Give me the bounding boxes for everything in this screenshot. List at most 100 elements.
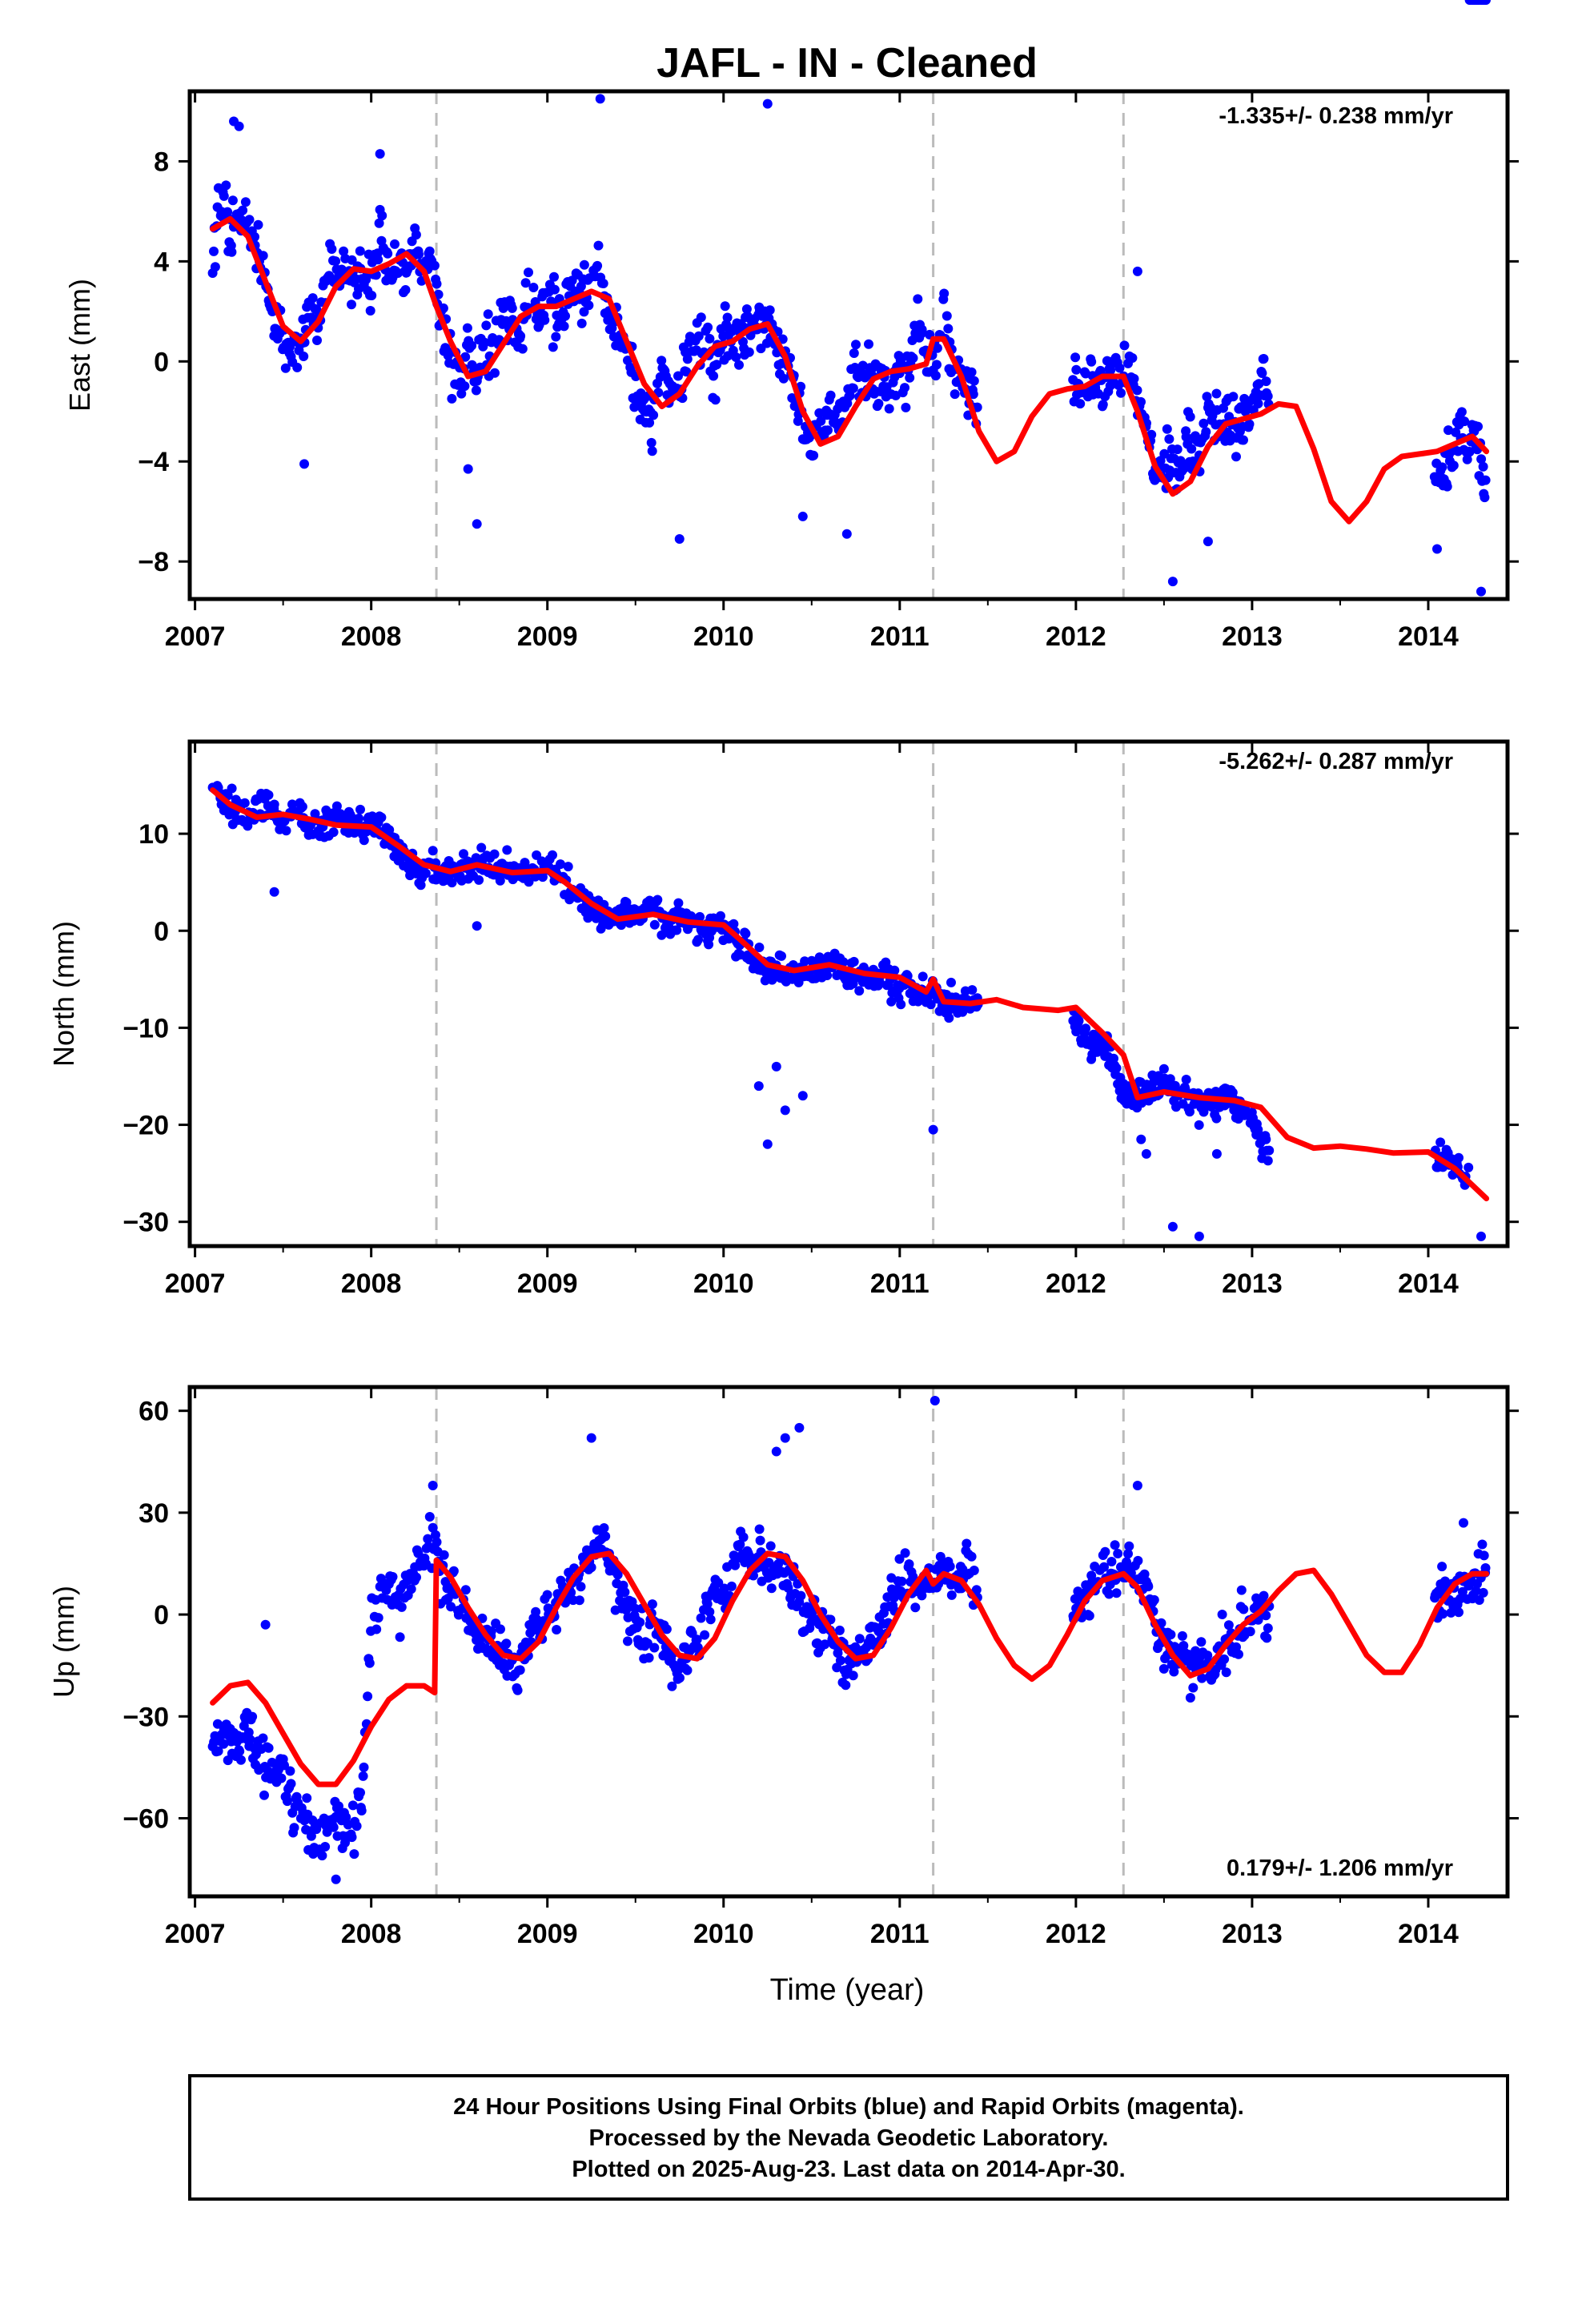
data-point	[302, 1793, 312, 1803]
data-point	[705, 1606, 715, 1617]
data-point	[667, 1681, 677, 1691]
x-tick-label: 2014	[1398, 1269, 1459, 1299]
footer-line-2: Processed by the Nevada Geodetic Laborat…	[589, 2125, 1109, 2151]
data-point	[559, 321, 569, 332]
data-points	[207, 1395, 1491, 1884]
data-point	[328, 1822, 339, 1832]
data-point	[390, 239, 400, 249]
data-point	[1223, 1620, 1234, 1630]
data-point	[1462, 454, 1472, 464]
data-point	[507, 303, 517, 313]
data-point	[236, 1755, 246, 1765]
data-point	[1259, 1590, 1269, 1601]
data-point	[384, 825, 395, 835]
data-point	[1477, 1539, 1488, 1550]
data-point	[416, 880, 426, 891]
data-point	[235, 1746, 245, 1756]
data-point	[1437, 462, 1447, 472]
y-tick-label: −4	[138, 447, 169, 477]
data-point	[387, 1572, 398, 1582]
data-point	[574, 1595, 584, 1606]
y-tick-label: 0	[154, 347, 169, 377]
data-point	[258, 251, 268, 261]
y-tick-label: −60	[122, 1803, 169, 1834]
data-point	[705, 334, 715, 344]
data-point	[331, 801, 342, 811]
y-tick-label: −20	[122, 1111, 169, 1141]
data-point	[396, 1602, 407, 1612]
x-tick-label: 2007	[165, 1919, 226, 1949]
data-point	[429, 260, 440, 271]
data-point	[586, 1562, 596, 1573]
data-point	[822, 971, 833, 980]
data-point	[592, 260, 603, 271]
data-point	[873, 399, 884, 408]
data-point	[1162, 424, 1172, 434]
data-point	[652, 895, 663, 905]
outlier-point	[841, 529, 852, 539]
data-point	[722, 312, 733, 323]
data-point	[1166, 1630, 1176, 1640]
x-tick-label: 2014	[1398, 621, 1459, 652]
outlier-point	[674, 534, 685, 545]
data-point	[258, 1733, 268, 1743]
outlier-point	[260, 1619, 271, 1630]
data-point	[735, 1539, 745, 1550]
data-point	[849, 956, 859, 967]
data-point	[682, 1665, 693, 1675]
data-point	[1098, 400, 1108, 410]
data-point	[462, 323, 472, 333]
data-point	[483, 309, 493, 320]
data-point	[946, 977, 956, 987]
data-point	[1179, 463, 1190, 473]
data-point	[1480, 493, 1490, 503]
outlier-point	[1141, 1148, 1151, 1159]
data-point	[1133, 1555, 1143, 1566]
data-point	[292, 362, 303, 372]
data-point	[841, 1680, 851, 1691]
data-point	[741, 928, 751, 939]
outlier-point	[595, 94, 605, 104]
outlier-point	[762, 99, 773, 109]
data-point	[720, 301, 730, 312]
data-point	[282, 1796, 292, 1807]
data-point	[1149, 1594, 1159, 1605]
data-point	[279, 1760, 289, 1771]
data-point	[834, 1625, 845, 1635]
data-point	[1110, 1540, 1120, 1550]
data-point	[1443, 425, 1453, 436]
data-point	[1254, 379, 1264, 389]
data-point	[598, 279, 608, 288]
data-point	[354, 814, 364, 823]
data-point	[347, 300, 356, 310]
data-point	[900, 1548, 910, 1558]
data-point	[548, 342, 558, 352]
data-point	[917, 1590, 927, 1601]
data-point	[932, 360, 942, 370]
data-point	[1070, 1594, 1080, 1604]
data-point	[377, 211, 387, 221]
data-point	[1239, 1604, 1249, 1614]
data-point	[327, 244, 337, 254]
data-point	[1127, 353, 1138, 363]
data-point	[560, 311, 570, 321]
data-point	[850, 1642, 861, 1652]
data-point	[696, 1613, 706, 1623]
figure-title: JAFL - IN - Cleaned	[656, 40, 1038, 86]
footer-line-3: Plotted on 2025-Aug-23. Last data on 201…	[572, 2157, 1125, 2182]
data-point	[778, 373, 789, 384]
data-point	[656, 356, 667, 366]
data-point	[285, 1766, 295, 1776]
data-point	[672, 925, 682, 935]
data-point	[696, 312, 706, 323]
data-point	[1480, 475, 1491, 485]
data-point	[540, 315, 550, 325]
data-point	[1460, 416, 1470, 427]
outlier-point	[771, 1061, 781, 1072]
data-point	[969, 1566, 979, 1575]
data-point	[693, 331, 704, 341]
data-point	[259, 1790, 269, 1800]
data-point	[1146, 429, 1157, 440]
data-point	[363, 1691, 373, 1702]
data-point	[1259, 354, 1269, 364]
